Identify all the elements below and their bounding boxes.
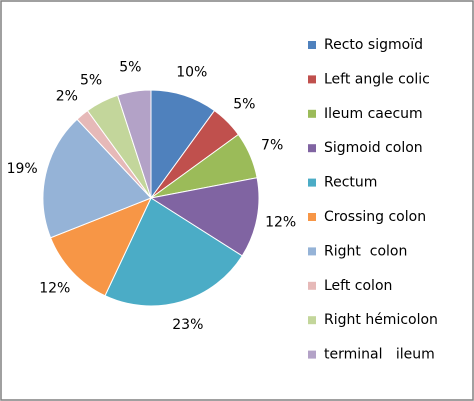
legend-label: terminal ileum <box>324 347 435 363</box>
pie-slice <box>116 89 152 199</box>
data-label: 23% <box>172 317 203 333</box>
legend-label: Left colon <box>324 278 392 294</box>
legend-swatch <box>308 75 316 84</box>
data-label: 10% <box>176 64 207 80</box>
data-label: 5% <box>80 72 102 88</box>
legend-label: Rectum <box>324 175 377 191</box>
legend-swatch <box>308 41 316 49</box>
legend-swatch <box>308 281 316 290</box>
data-label: 5% <box>233 97 255 113</box>
legend-swatch <box>308 247 316 256</box>
legend-swatch <box>308 178 316 187</box>
legend-swatch <box>308 350 316 359</box>
legend-label: Ileum caecum <box>324 106 423 122</box>
data-label: 19% <box>7 161 38 177</box>
pie-slice <box>49 197 152 297</box>
legend-label: Recto sigmoïd <box>324 37 423 53</box>
pie-slice <box>149 177 260 257</box>
legend-label: Crossing colon <box>324 209 426 225</box>
data-label: 12% <box>265 215 296 231</box>
data-label: 12% <box>39 280 70 296</box>
legend-swatch <box>308 144 316 153</box>
legend-swatch <box>308 316 316 325</box>
data-label: 2% <box>56 88 78 104</box>
legend-label: Right hémicolon <box>324 312 438 328</box>
pie-slice <box>42 118 152 239</box>
pie-slice <box>104 197 243 307</box>
legend-label: Sigmoid colon <box>324 140 423 156</box>
legend-label: Left angle colic <box>324 71 430 87</box>
data-label: 7% <box>261 138 283 154</box>
legend-label: Right colon <box>324 243 407 259</box>
data-label: 5% <box>119 60 141 76</box>
legend-swatch <box>308 213 316 221</box>
legend-swatch <box>308 109 316 118</box>
